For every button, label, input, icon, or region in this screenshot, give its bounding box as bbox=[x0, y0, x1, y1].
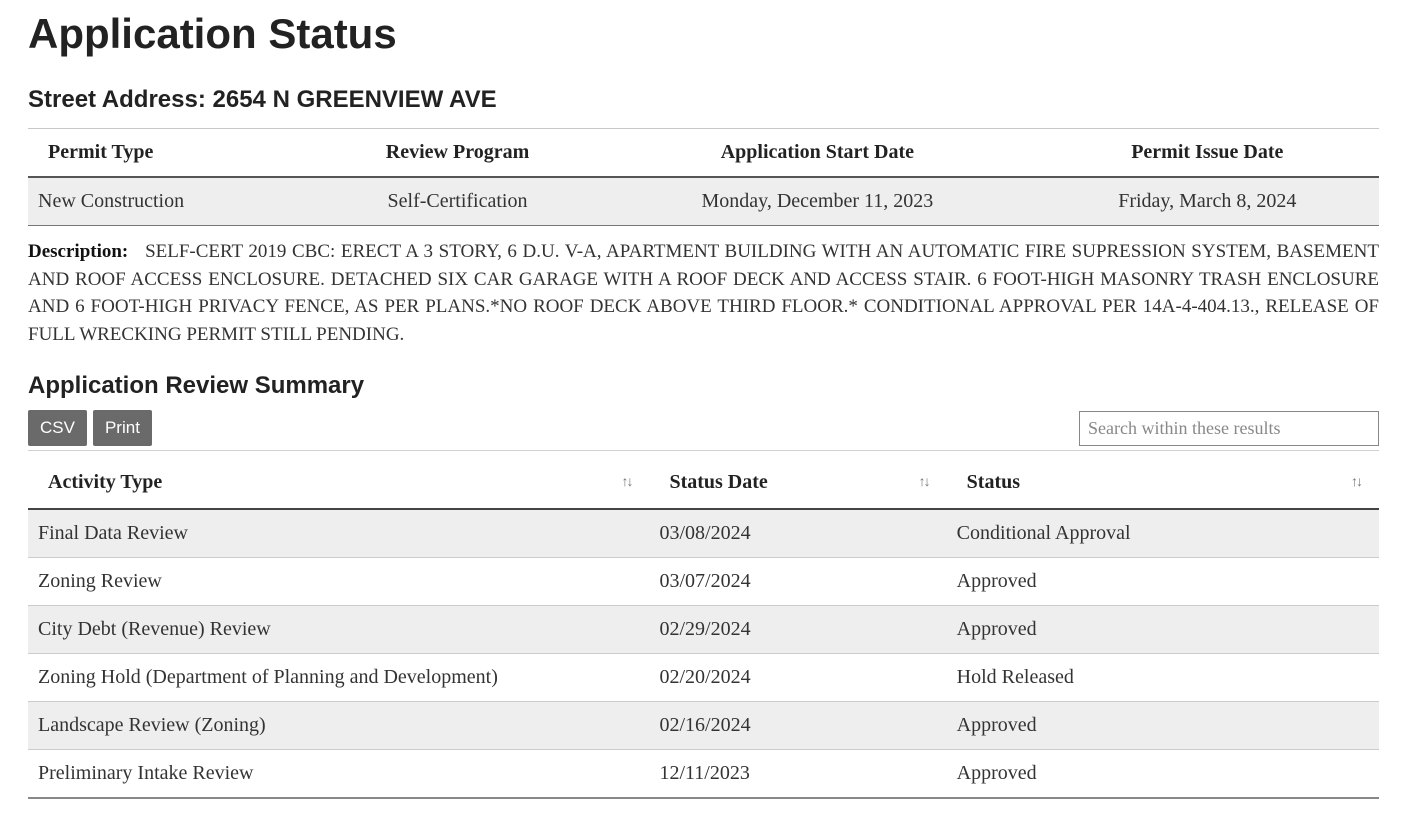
toolbar-left: CSV Print bbox=[28, 410, 152, 446]
description-block: Description: SELF-CERT 2019 CBC: ERECT A… bbox=[28, 238, 1379, 348]
td-issue-date: Friday, March 8, 2024 bbox=[1036, 177, 1379, 226]
th-review-program: Review Program bbox=[316, 129, 599, 178]
td-review-program: Self-Certification bbox=[316, 177, 599, 226]
td-status: Hold Released bbox=[947, 654, 1379, 702]
th-date-label: Status Date bbox=[669, 471, 767, 493]
summary-title: Application Review Summary bbox=[28, 372, 1379, 400]
td-date: 02/29/2024 bbox=[649, 606, 946, 654]
td-activity: Zoning Review bbox=[28, 558, 649, 606]
description-label: Description: bbox=[28, 241, 128, 262]
th-status-date[interactable]: Status Date ↑↓ bbox=[649, 457, 946, 509]
table-row: Zoning Review03/07/2024Approved bbox=[28, 558, 1379, 606]
td-start-date: Monday, December 11, 2023 bbox=[599, 177, 1035, 226]
td-permit-type: New Construction bbox=[28, 177, 316, 226]
th-status[interactable]: Status ↑↓ bbox=[947, 457, 1379, 509]
table-row: Zoning Hold (Department of Planning and … bbox=[28, 654, 1379, 702]
td-date: 03/08/2024 bbox=[649, 509, 946, 558]
th-permit-type: Permit Type bbox=[28, 129, 316, 178]
th-status-label: Status bbox=[967, 471, 1020, 493]
th-issue-date: Permit Issue Date bbox=[1036, 129, 1379, 178]
print-button[interactable]: Print bbox=[93, 410, 152, 446]
td-activity: City Debt (Revenue) Review bbox=[28, 606, 649, 654]
table-row: Final Data Review03/08/2024Conditional A… bbox=[28, 509, 1379, 558]
table-row: New Construction Self-Certification Mond… bbox=[28, 177, 1379, 226]
street-address: Street Address: 2654 N GREENVIEW AVE bbox=[28, 86, 1379, 114]
th-start-date: Application Start Date bbox=[599, 129, 1035, 178]
page-title: Application Status bbox=[28, 10, 1379, 58]
permit-info-table: Permit Type Review Program Application S… bbox=[28, 128, 1379, 226]
table-row: Landscape Review (Zoning)02/16/2024Appro… bbox=[28, 702, 1379, 750]
td-activity: Final Data Review bbox=[28, 509, 649, 558]
address-label: Street Address: bbox=[28, 86, 206, 113]
td-date: 12/11/2023 bbox=[649, 750, 946, 799]
td-activity: Zoning Hold (Department of Planning and … bbox=[28, 654, 649, 702]
td-activity: Landscape Review (Zoning) bbox=[28, 702, 649, 750]
sort-icon: ↑↓ bbox=[919, 475, 929, 491]
csv-button[interactable]: CSV bbox=[28, 410, 87, 446]
summary-toolbar: CSV Print bbox=[28, 410, 1379, 451]
td-status: Approved bbox=[947, 702, 1379, 750]
th-activity-label: Activity Type bbox=[48, 471, 162, 493]
description-text: SELF-CERT 2019 CBC: ERECT A 3 STORY, 6 D… bbox=[28, 241, 1379, 345]
td-status: Conditional Approval bbox=[947, 509, 1379, 558]
review-summary-table: Activity Type ↑↓ Status Date ↑↓ Status ↑… bbox=[28, 457, 1379, 799]
td-date: 02/20/2024 bbox=[649, 654, 946, 702]
td-activity: Preliminary Intake Review bbox=[28, 750, 649, 799]
td-date: 02/16/2024 bbox=[649, 702, 946, 750]
td-status: Approved bbox=[947, 558, 1379, 606]
td-date: 03/07/2024 bbox=[649, 558, 946, 606]
table-row: City Debt (Revenue) Review02/29/2024Appr… bbox=[28, 606, 1379, 654]
td-status: Approved bbox=[947, 606, 1379, 654]
table-row: Preliminary Intake Review12/11/2023Appro… bbox=[28, 750, 1379, 799]
td-status: Approved bbox=[947, 750, 1379, 799]
sort-icon: ↑↓ bbox=[621, 475, 631, 491]
sort-icon: ↑↓ bbox=[1351, 475, 1361, 491]
address-value: 2654 N GREENVIEW AVE bbox=[213, 86, 497, 113]
th-activity-type[interactable]: Activity Type ↑↓ bbox=[28, 457, 649, 509]
search-input[interactable] bbox=[1079, 411, 1379, 446]
